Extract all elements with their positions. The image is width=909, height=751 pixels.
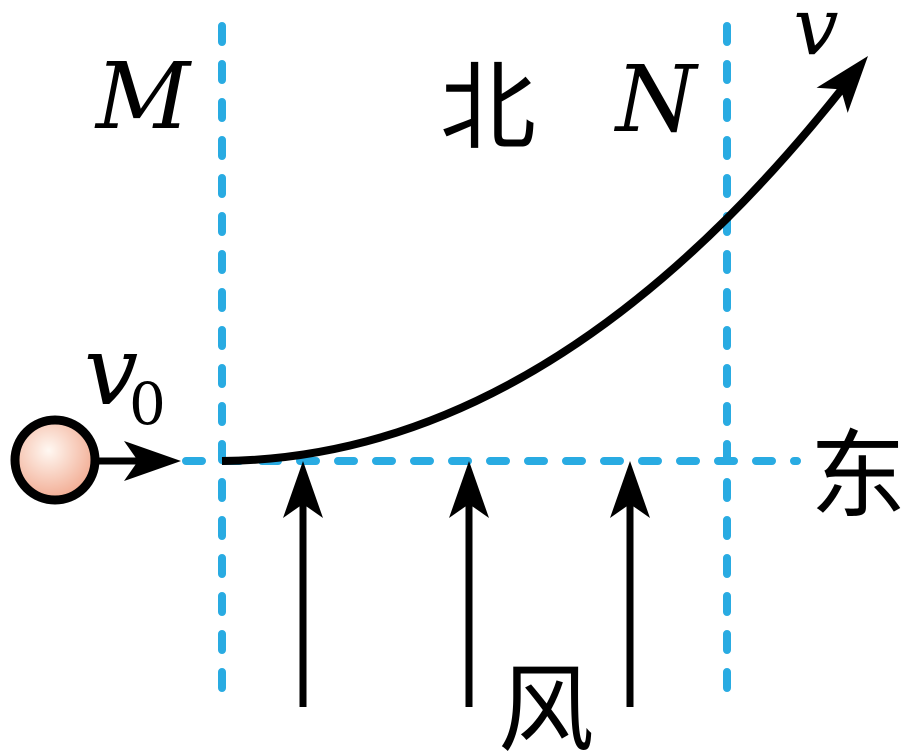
label-boundary-n: N: [614, 46, 700, 153]
label-initial-velocity: v: [84, 315, 138, 427]
trajectory-curve: [221, 77, 853, 465]
label-north: 北: [440, 52, 536, 164]
label-east: 东: [810, 420, 906, 532]
label-wind: 风: [498, 654, 594, 751]
label-initial-velocity-subscript: 0: [129, 370, 166, 438]
label-boundary-m: M: [94, 43, 193, 150]
trajectory: [221, 43, 884, 465]
label-final-velocity: v: [793, 0, 838, 73]
ball-icon: [10, 415, 100, 505]
wind-arrows: [283, 461, 650, 707]
